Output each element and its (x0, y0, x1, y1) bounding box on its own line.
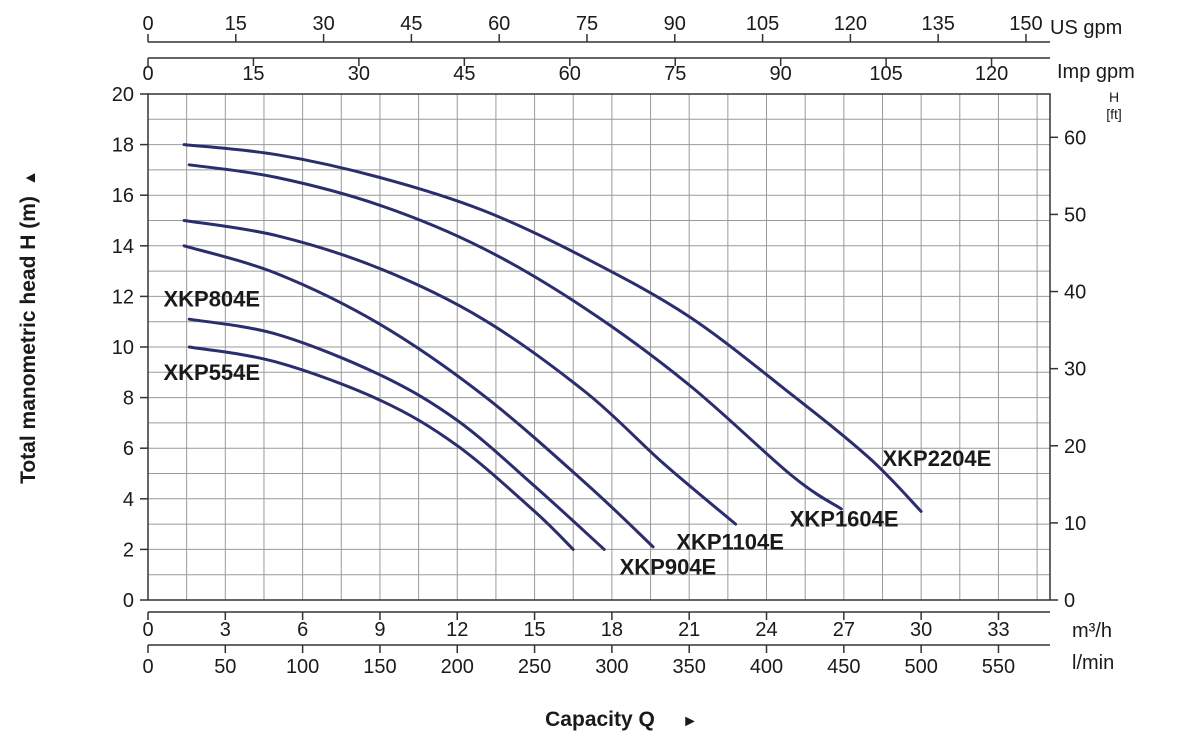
tick-label-y-m: 16 (112, 185, 134, 207)
axis-ticks: 0 3 6 9 12 15 18 21 24 27 30 330 50 100 150 200 250 300 35… (112, 13, 1087, 678)
x-axis-arrow: ► (682, 713, 698, 730)
tick-label-m3h: 24 (755, 619, 777, 641)
tick-label-us-gpm: 0 (142, 13, 153, 35)
tick-label-y-ft: 60 (1064, 127, 1086, 149)
y-axis-arrow: ▲ (22, 170, 39, 186)
tick-label-imp-gpm: 0 (142, 63, 153, 85)
unit-ft: [ft] (1106, 106, 1122, 122)
tick-label-imp-gpm: 105 (869, 63, 902, 85)
tick-label-y-ft: 0 (1064, 590, 1075, 612)
tick-label-us-gpm: 60 (488, 13, 510, 35)
unit-m3h: m³/h (1072, 620, 1112, 642)
tick-label-lmin: 300 (595, 656, 628, 678)
tick-label-m3h: 21 (678, 619, 700, 641)
curve-label-xkp2204e: XKP2204E (882, 446, 991, 471)
tick-label-lmin: 550 (982, 656, 1015, 678)
tick-label-y-m: 14 (112, 236, 134, 258)
tick-label-y-ft: 50 (1064, 204, 1086, 226)
unit-lmin: l/min (1072, 652, 1114, 674)
tick-label-imp-gpm: 30 (348, 63, 370, 85)
tick-label-lmin: 400 (750, 656, 783, 678)
tick-label-m3h: 15 (523, 619, 545, 641)
tick-label-imp-gpm: 120 (975, 63, 1008, 85)
tick-label-imp-gpm: 90 (770, 63, 792, 85)
tick-label-us-gpm: 120 (834, 13, 867, 35)
curve-label-xkp554e: XKP554E (163, 360, 260, 385)
tick-label-y-m: 0 (123, 590, 134, 612)
pump-curves (182, 143, 923, 551)
tick-label-imp-gpm: 45 (453, 63, 475, 85)
tick-label-imp-gpm: 15 (242, 63, 264, 85)
tick-label-y-m: 4 (123, 489, 134, 511)
unit-imp-gpm: Imp gpm (1057, 61, 1135, 83)
tick-label-lmin: 200 (441, 656, 474, 678)
tick-label-imp-gpm: 60 (559, 63, 581, 85)
tick-label-y-ft: 30 (1064, 359, 1086, 381)
tick-label-us-gpm: 75 (576, 13, 598, 35)
curve-xkp554e (187, 345, 575, 551)
curve-label-xkp1604e: XKP1604E (790, 507, 899, 532)
tick-label-us-gpm: 135 (921, 13, 954, 35)
tick-label-y-m: 20 (112, 84, 134, 106)
tick-label-y-m: 12 (112, 286, 134, 308)
tick-label-us-gpm: 15 (225, 13, 247, 35)
tick-label-lmin: 350 (673, 656, 706, 678)
unit-us-gpm: US gpm (1050, 17, 1122, 39)
tick-label-us-gpm: 150 (1009, 13, 1042, 35)
tick-label-m3h: 3 (220, 619, 231, 641)
tick-label-m3h: 27 (833, 619, 855, 641)
tick-label-us-gpm: 105 (746, 13, 779, 35)
x-axis-title: Capacity Q (545, 708, 655, 731)
plot-frame (147, 41, 1051, 646)
tick-label-lmin: 500 (904, 656, 937, 678)
tick-label-us-gpm: 45 (400, 13, 422, 35)
tick-label-m3h: 33 (987, 619, 1009, 641)
curve-xkp1604e (187, 163, 843, 511)
tick-label-m3h: 30 (910, 619, 932, 641)
curve-xkp2204e (182, 143, 923, 513)
tick-label-y-ft: 10 (1064, 513, 1086, 535)
tick-label-lmin: 450 (827, 656, 860, 678)
tick-label-us-gpm: 30 (312, 13, 334, 35)
tick-label-y-m: 8 (123, 388, 134, 410)
tick-label-lmin: 100 (286, 656, 319, 678)
tick-label-us-gpm: 90 (664, 13, 686, 35)
tick-label-y-ft: 20 (1064, 436, 1086, 458)
tick-label-y-m: 6 (123, 438, 134, 460)
unit-ft-h: H (1109, 89, 1119, 105)
tick-label-m3h: 12 (446, 619, 468, 641)
grid (148, 94, 1050, 600)
curve-xkp904e (182, 244, 655, 549)
tick-label-m3h: 9 (374, 619, 385, 641)
curve-xkp804e (187, 317, 606, 551)
tick-label-m3h: 18 (601, 619, 623, 641)
tick-label-m3h: 6 (297, 619, 308, 641)
y-axis-title: Total manometric head H (m) (17, 196, 40, 484)
tick-label-lmin: 50 (214, 656, 236, 678)
tick-label-lmin: 0 (142, 656, 153, 678)
tick-label-y-m: 10 (112, 337, 134, 359)
tick-label-imp-gpm: 75 (664, 63, 686, 85)
tick-label-y-ft: 40 (1064, 282, 1086, 304)
tick-label-m3h: 0 (142, 619, 153, 641)
tick-label-y-m: 18 (112, 135, 134, 157)
curve-xkp1104e (182, 219, 738, 526)
curve-label-xkp904e: XKP904E (620, 555, 717, 580)
curve-label-xkp1104e: XKP1104E (676, 529, 784, 554)
tick-label-y-m: 2 (123, 539, 134, 561)
tick-label-lmin: 250 (518, 656, 551, 678)
curve-label-xkp804e: XKP804E (163, 287, 260, 312)
tick-label-lmin: 150 (363, 656, 396, 678)
